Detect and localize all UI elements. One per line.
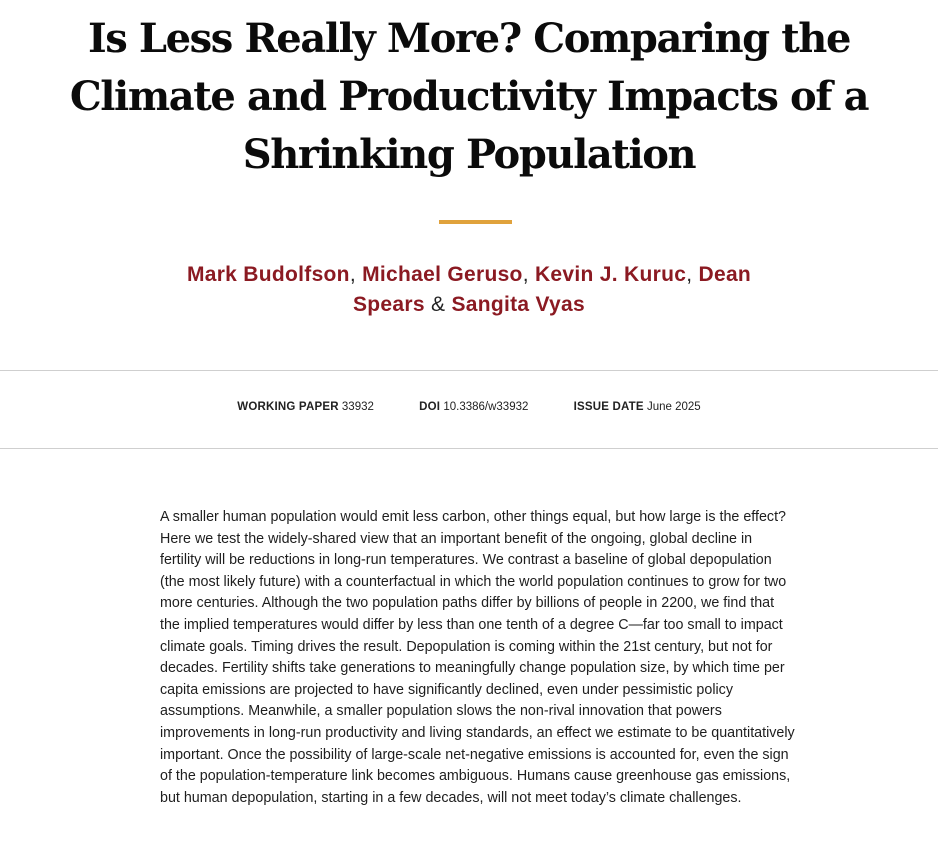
issue-date-label: ISSUE DATE bbox=[573, 401, 644, 413]
author-separator: , bbox=[686, 263, 699, 286]
issue-date: ISSUE DATE June 2025 bbox=[574, 401, 701, 413]
author-list: Mark Budolfson, Michael Geruso, Kevin J.… bbox=[150, 260, 788, 320]
working-paper-number: WORKING PAPER 33932 bbox=[237, 401, 374, 413]
abstract-text: A smaller human population would emit le… bbox=[160, 509, 795, 806]
doi: DOI 10.3386/w33932 bbox=[419, 401, 528, 413]
author-link-vyas[interactable]: Sangita Vyas bbox=[451, 293, 585, 316]
working-paper-value: 33932 bbox=[341, 401, 374, 413]
working-paper-label: WORKING PAPER bbox=[237, 401, 339, 413]
paper-title: Is Less Really More? Comparing the Clima… bbox=[69, 15, 870, 178]
author-link-kuruc[interactable]: Kevin J. Kuruc bbox=[534, 263, 687, 286]
author-separator-ampersand: & bbox=[424, 293, 452, 316]
title-accent-rule bbox=[439, 220, 512, 224]
doi-value: 10.3386/w33932 bbox=[443, 401, 529, 413]
author-link-budolfson[interactable]: Mark Budolfson bbox=[186, 263, 350, 286]
author-separator: , bbox=[349, 263, 363, 286]
author-link-spears[interactable]: Dean Spears bbox=[353, 263, 752, 316]
author-separator: , bbox=[522, 263, 535, 286]
paper-meta-row: WORKING PAPER 33932 DOI 10.3386/w33932 I… bbox=[0, 401, 938, 413]
author-link-geruso[interactable]: Michael Geruso bbox=[362, 263, 523, 286]
paper-meta-bar: WORKING PAPER 33932 DOI 10.3386/w33932 I… bbox=[0, 370, 938, 449]
doi-label: DOI bbox=[419, 401, 441, 413]
issue-date-value: June 2025 bbox=[646, 401, 701, 413]
